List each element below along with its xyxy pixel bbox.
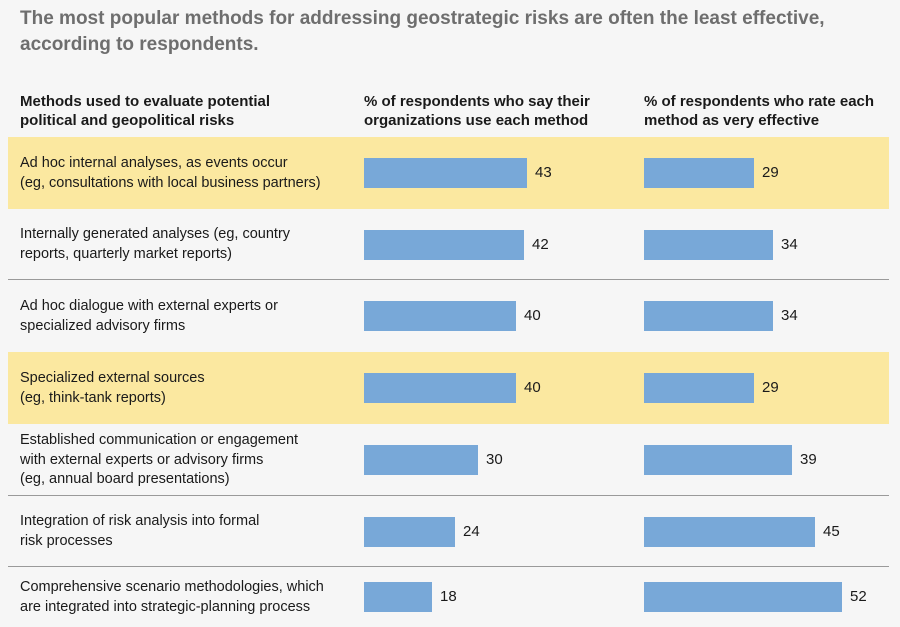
row-divider bbox=[8, 566, 889, 567]
category-label: Integration of risk analysis into formal… bbox=[20, 513, 260, 549]
bar-use bbox=[364, 373, 516, 403]
value-label-effective: 45 bbox=[823, 523, 840, 540]
bar-effective bbox=[644, 373, 754, 403]
row-divider bbox=[8, 495, 889, 496]
bar-use bbox=[364, 582, 432, 612]
value-label-effective: 39 bbox=[800, 451, 817, 468]
category-label: Established communication or engagement … bbox=[20, 432, 299, 487]
value-label-effective: 34 bbox=[781, 236, 798, 253]
value-label-effective: 29 bbox=[762, 379, 779, 396]
chart-row: Integration of risk analysis into formal… bbox=[8, 496, 889, 567]
bar-use bbox=[364, 517, 455, 547]
value-label-effective: 29 bbox=[762, 164, 779, 181]
bar-use bbox=[364, 158, 527, 188]
chart-row: Comprehensive scenario methodologies, wh… bbox=[8, 567, 889, 627]
bar-effective bbox=[644, 517, 815, 547]
category-label: Specialized external sources (eg, think-… bbox=[20, 370, 205, 406]
bar-effective bbox=[644, 230, 773, 260]
value-label-use: 40 bbox=[524, 307, 541, 324]
value-label-use: 24 bbox=[463, 523, 480, 540]
chart-row: Established communication or engagement … bbox=[8, 424, 889, 496]
column-header-use: % of respondents who say their organizat… bbox=[364, 93, 590, 129]
value-label-use: 43 bbox=[535, 164, 552, 181]
bar-effective bbox=[644, 301, 773, 331]
category-label: Comprehensive scenario methodologies, wh… bbox=[20, 579, 324, 615]
value-label-use: 42 bbox=[532, 236, 549, 253]
value-label-effective: 52 bbox=[850, 588, 867, 605]
value-label-use: 18 bbox=[440, 588, 457, 605]
value-label-effective: 34 bbox=[781, 307, 798, 324]
value-label-use: 30 bbox=[486, 451, 503, 468]
chart-row: Specialized external sources (eg, think-… bbox=[8, 352, 889, 424]
bar-use bbox=[364, 230, 524, 260]
category-label: Ad hoc dialogue with external experts or… bbox=[20, 298, 278, 334]
row-divider bbox=[8, 279, 889, 280]
category-label: Ad hoc internal analyses, as events occu… bbox=[20, 155, 321, 191]
column-header-method: Methods used to evaluate potential polit… bbox=[20, 93, 271, 129]
chart-row: Internally generated analyses (eg, count… bbox=[8, 209, 889, 280]
category-label: Internally generated analyses (eg, count… bbox=[20, 226, 291, 262]
value-label-use: 40 bbox=[524, 379, 541, 396]
bar-use bbox=[364, 301, 516, 331]
chart-row: Ad hoc dialogue with external experts or… bbox=[8, 280, 889, 352]
bar-effective bbox=[644, 158, 754, 188]
column-header-effective: % of respondents who rate each method as… bbox=[644, 93, 875, 129]
bar-effective bbox=[644, 582, 842, 612]
chart-title: The most popular methods for addressing … bbox=[20, 8, 825, 55]
chart-row: Ad hoc internal analyses, as events occu… bbox=[8, 137, 889, 209]
bar-use bbox=[364, 445, 478, 475]
bar-effective bbox=[644, 445, 792, 475]
